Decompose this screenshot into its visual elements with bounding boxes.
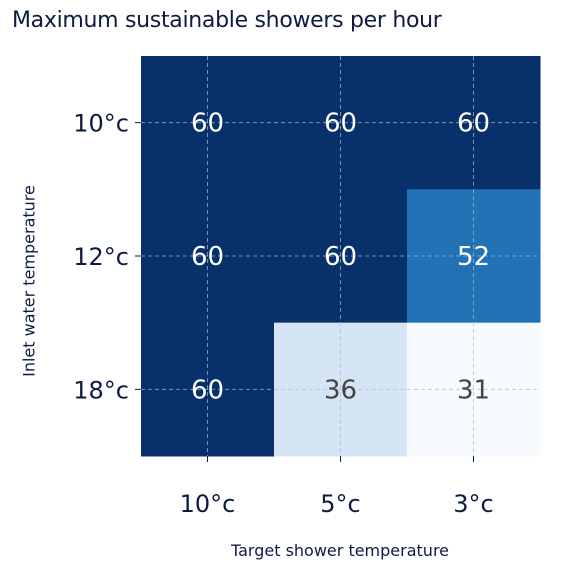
x-tick-label: 10°c — [180, 490, 236, 518]
cell-value-label: 60 — [324, 242, 357, 272]
x-tick-label: 3°c — [453, 490, 493, 518]
y-tick-label: 10°c — [73, 110, 129, 138]
cell-value-label: 60 — [191, 242, 224, 272]
cell-value-label: 31 — [457, 375, 490, 405]
y-tick-label: 12°c — [73, 243, 129, 271]
cell-value-label: 60 — [191, 109, 224, 139]
y-tick-label: 18°c — [73, 376, 129, 404]
cell-value-label: 52 — [457, 242, 490, 272]
cell-value-label: 36 — [324, 375, 357, 405]
cell-value-label: 60 — [191, 375, 224, 405]
cell-value-label: 60 — [324, 109, 357, 139]
x-axis-label: Target shower temperature — [231, 541, 449, 560]
cell-value-label: 60 — [457, 109, 490, 139]
x-tick-label: 5°c — [320, 490, 360, 518]
